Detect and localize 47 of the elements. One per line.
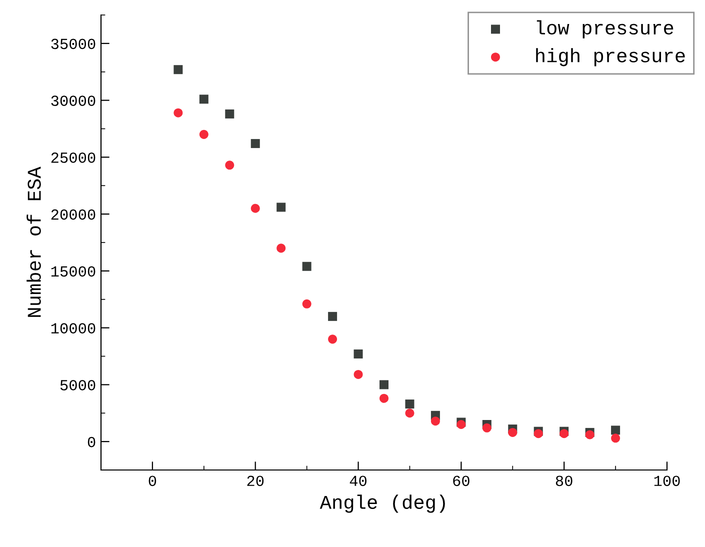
point <box>611 434 620 443</box>
point <box>430 416 440 426</box>
point <box>482 423 492 432</box>
x-tick-label: 0 <box>148 476 156 486</box>
point <box>380 380 388 390</box>
point <box>508 428 518 437</box>
y-tick-label: 0 <box>88 436 96 448</box>
point <box>302 262 312 271</box>
y-tick-label: 35000 <box>51 38 96 50</box>
point <box>585 430 594 440</box>
point <box>174 65 183 74</box>
point <box>302 299 312 308</box>
x-tick-label: 40 <box>350 476 366 486</box>
x-tick-label: 80 <box>556 476 572 486</box>
point <box>250 204 260 213</box>
x-tick-label: 60 <box>453 476 470 486</box>
x-axis-title: Angle (deg) <box>320 494 445 513</box>
y-tick-label: 30000 <box>51 96 96 106</box>
point <box>380 394 388 403</box>
y-tick-label: 5000 <box>60 380 96 390</box>
point <box>174 108 183 118</box>
y-tick-label: 25000 <box>51 152 96 163</box>
point <box>354 370 363 379</box>
point <box>328 312 338 321</box>
point <box>276 202 286 212</box>
point <box>225 160 234 170</box>
x-tick-label: 20 <box>247 476 264 486</box>
y-tick-label: 20000 <box>51 209 96 220</box>
x-tick-label: 100 <box>654 476 680 486</box>
point <box>250 139 260 148</box>
point <box>225 109 234 118</box>
legend-label: high pressure <box>536 48 685 66</box>
point <box>276 244 286 253</box>
point <box>560 429 569 438</box>
point <box>328 334 338 344</box>
point <box>354 349 363 358</box>
point <box>534 429 543 438</box>
point <box>456 420 466 429</box>
point <box>405 400 414 409</box>
legend-label: low pressure <box>536 20 674 38</box>
point <box>405 408 414 418</box>
y-tick-label: 10000 <box>51 323 96 334</box>
point <box>199 130 208 139</box>
point <box>611 426 620 435</box>
point <box>199 94 208 104</box>
y-tick-label: 15000 <box>51 266 96 277</box>
y-axis-title: Number of ESA <box>26 166 41 317</box>
